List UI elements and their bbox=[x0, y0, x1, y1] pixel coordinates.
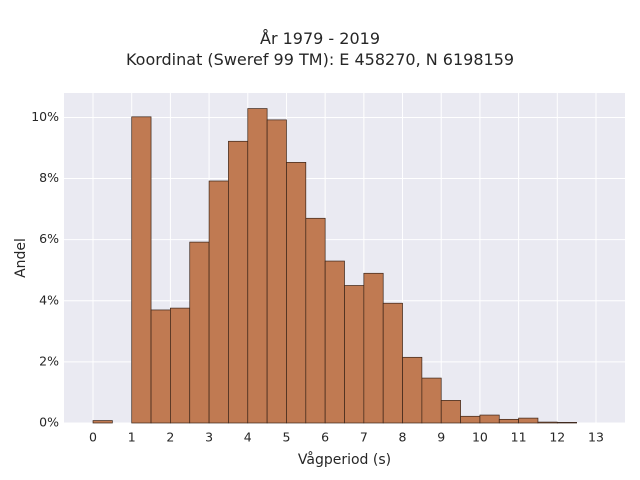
chart-title: År 1979 - 2019 bbox=[260, 29, 380, 48]
histogram-bar bbox=[460, 415, 481, 424]
histogram-bar bbox=[421, 377, 442, 424]
histogram-bar bbox=[479, 414, 500, 424]
x-tick-label: 0 bbox=[89, 430, 97, 445]
bars bbox=[92, 108, 577, 424]
histogram-bar bbox=[537, 421, 558, 424]
y-tick-label: 2% bbox=[39, 353, 59, 368]
x-tick-label: 1 bbox=[128, 430, 136, 445]
x-tick-labels: 0 1 2 3 4 5 6 7 8 9 10 11 12 13 bbox=[89, 430, 604, 445]
y-axis-label: Andel bbox=[13, 238, 29, 278]
histogram-bar bbox=[518, 417, 539, 424]
histogram-bar bbox=[189, 241, 210, 424]
histogram-bar bbox=[305, 217, 326, 424]
y-tick-label: 0% bbox=[39, 415, 59, 430]
histogram-bar bbox=[402, 356, 423, 424]
histogram-bar bbox=[92, 420, 113, 424]
x-tick-label: 7 bbox=[360, 430, 368, 445]
histogram-bar bbox=[286, 162, 307, 424]
histogram-bar bbox=[131, 116, 152, 424]
x-tick-label: 13 bbox=[588, 430, 604, 445]
histogram-bar bbox=[382, 302, 403, 424]
y-tick-label: 10% bbox=[31, 109, 59, 124]
y-tick-label: 6% bbox=[39, 231, 59, 246]
x-tick-label: 8 bbox=[399, 430, 407, 445]
x-tick-label: 4 bbox=[244, 430, 252, 445]
x-axis-label: Vågperiod (s) bbox=[298, 451, 391, 468]
histogram-bar bbox=[363, 272, 384, 424]
x-tick-label: 10 bbox=[472, 430, 488, 445]
histogram-bar bbox=[247, 108, 268, 424]
histogram-bar bbox=[556, 422, 577, 424]
x-tick-label: 12 bbox=[549, 430, 565, 445]
histogram-bar bbox=[266, 119, 287, 424]
chart-subtitle: Koordinat (Sweref 99 TM): E 458270, N 61… bbox=[125, 50, 515, 69]
histogram-bar bbox=[324, 260, 345, 424]
x-tick-label: 5 bbox=[282, 430, 290, 445]
x-tick-label: 11 bbox=[511, 430, 527, 445]
x-tick-label: 3 bbox=[205, 430, 213, 445]
y-tick-label: 4% bbox=[39, 292, 59, 307]
histogram-bar bbox=[498, 418, 519, 424]
x-tick-label: 9 bbox=[437, 430, 445, 445]
x-tick-label: 2 bbox=[166, 430, 174, 445]
histogram-bar bbox=[150, 309, 171, 424]
histogram-bar bbox=[440, 400, 461, 424]
y-tick-label: 8% bbox=[39, 170, 59, 185]
histogram-bar bbox=[170, 307, 191, 424]
x-tick-label: 6 bbox=[321, 430, 329, 445]
histogram-bar bbox=[344, 285, 365, 424]
y-tick-labels: 0% 2% 4% 6% 8% 10% bbox=[31, 109, 59, 430]
histogram-bar bbox=[208, 180, 229, 424]
histogram-bar bbox=[228, 140, 249, 424]
